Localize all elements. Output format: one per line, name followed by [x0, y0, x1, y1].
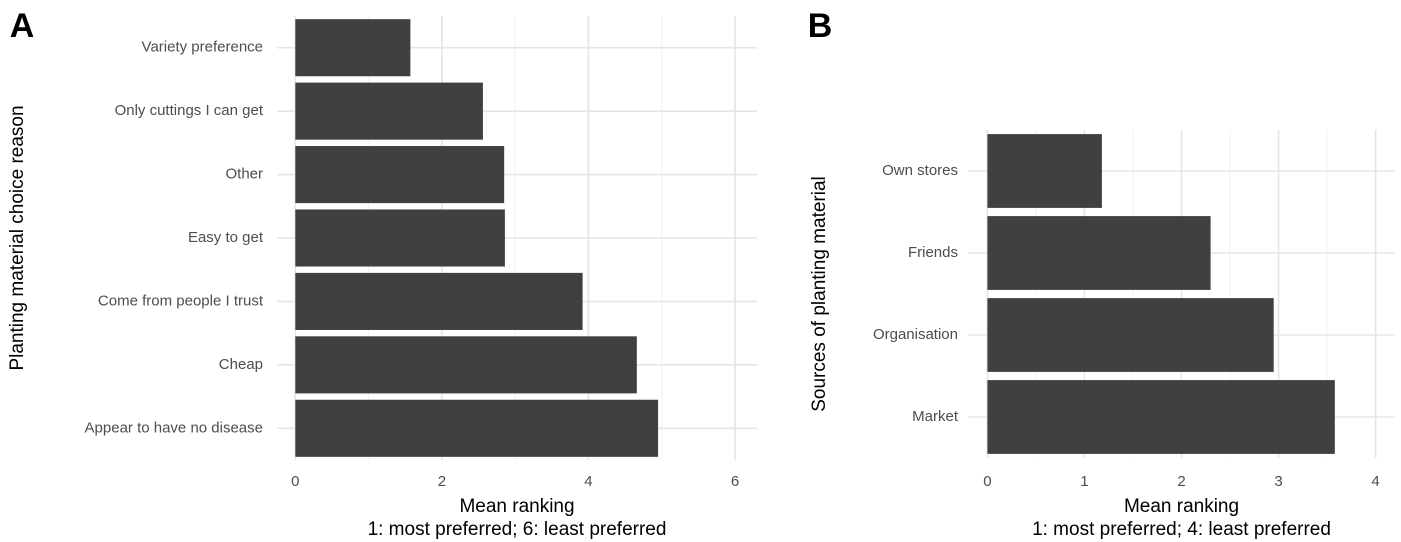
bar — [987, 380, 1335, 454]
y-tick-label: Variety preference — [142, 39, 263, 56]
x-tick-label: 6 — [731, 473, 739, 490]
x-tick-label: 4 — [1371, 473, 1379, 490]
x-tick-label: 0 — [983, 473, 991, 490]
y-tick-label: Come from people I trust — [98, 292, 264, 309]
x-axis-subtitle: 1: most preferred; 6: least preferred — [368, 519, 667, 540]
x-axis-subtitle: 1: most preferred; 4: least preferred — [1032, 519, 1331, 540]
bar — [295, 336, 637, 394]
x-tick-label: 3 — [1274, 473, 1282, 490]
panel-label: B — [808, 7, 833, 45]
x-tick-label: 2 — [1177, 473, 1185, 490]
x-axis-title: Mean ranking — [1124, 496, 1239, 517]
bar — [295, 209, 505, 267]
bar — [987, 298, 1274, 372]
y-tick-label: Own stores — [882, 162, 958, 179]
bar — [295, 19, 411, 77]
x-tick-label: 4 — [584, 473, 592, 490]
panel-label: A — [10, 7, 35, 45]
x-tick-label: 0 — [291, 473, 299, 490]
y-tick-label: Easy to get — [188, 229, 264, 246]
y-tick-label: Appear to have no disease — [85, 419, 263, 436]
y-tick-label: Other — [225, 166, 263, 183]
y-tick-label: Organisation — [873, 326, 958, 343]
x-axis-title: Mean ranking — [459, 496, 574, 517]
bar — [295, 146, 505, 204]
y-axis-title: Sources of planting material — [809, 176, 830, 412]
x-tick-label: 1 — [1080, 473, 1088, 490]
y-tick-label: Market — [912, 408, 959, 425]
y-tick-label: Friends — [908, 244, 958, 261]
y-tick-label: Cheap — [219, 356, 263, 373]
bar — [987, 134, 1102, 208]
y-axis-title: Planting material choice reason — [7, 105, 28, 370]
y-tick-label: Only cuttings I can get — [115, 102, 264, 119]
x-tick-label: 2 — [438, 473, 446, 490]
bar — [295, 272, 583, 330]
bar — [295, 399, 659, 457]
bar — [295, 82, 483, 140]
bar — [987, 216, 1211, 290]
